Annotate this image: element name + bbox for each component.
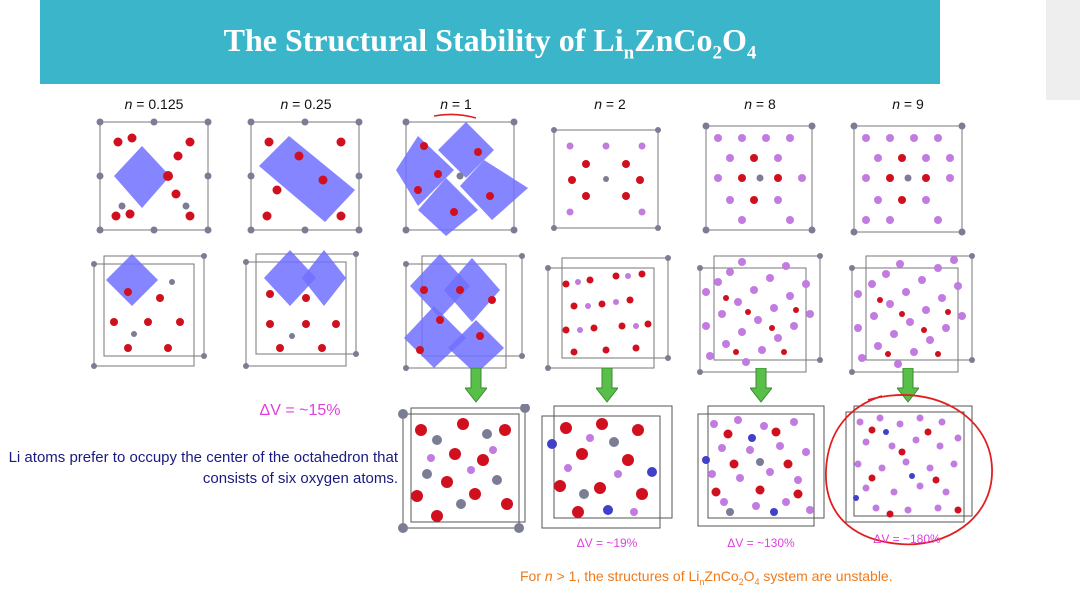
structure-n8-relaxed bbox=[697, 405, 825, 527]
arrow-n8 bbox=[750, 368, 772, 403]
structure-n1-side bbox=[403, 253, 525, 374]
delta-v-n9: ΔV = ~180% bbox=[873, 532, 941, 546]
slide-title: The Structural Stability of LinZnCo2O4 bbox=[223, 22, 757, 64]
delta-v-n2: ΔV = ~19% bbox=[576, 536, 638, 550]
arrow-n2 bbox=[596, 368, 618, 403]
structure-n8-top bbox=[702, 122, 816, 234]
structure-n9-top bbox=[850, 122, 966, 236]
structure-n9-relaxed bbox=[845, 405, 973, 523]
circle-annotation bbox=[825, 394, 993, 546]
delta-v-n8: ΔV = ~130% bbox=[727, 536, 795, 550]
structure-n025-top bbox=[247, 118, 363, 234]
structure-n0125-top bbox=[96, 118, 212, 234]
delta-v-n025: ΔV = ~15% bbox=[259, 402, 341, 419]
structure-n0125-side bbox=[91, 253, 207, 369]
structure-n2-side bbox=[545, 255, 671, 371]
label-n-2: n = 2 bbox=[594, 96, 626, 112]
label-n-0125: n = 0.125 bbox=[124, 96, 184, 112]
li-occupancy-note: Li atoms prefer to occupy the center of … bbox=[8, 449, 398, 487]
structure-n025-side bbox=[243, 250, 359, 369]
structure-n2-relaxed bbox=[541, 405, 673, 529]
underline-annotation bbox=[433, 113, 477, 119]
structure-n1-top bbox=[396, 118, 528, 236]
structure-n1-relaxed bbox=[398, 404, 530, 533]
arrow-n1 bbox=[465, 368, 487, 403]
label-n-8: n = 8 bbox=[744, 96, 776, 112]
label-n-1: n = 1 bbox=[440, 96, 472, 112]
label-n-9: n = 9 bbox=[892, 96, 924, 112]
structure-n2-top bbox=[551, 127, 661, 231]
structure-n9-side bbox=[849, 253, 975, 375]
title-bar: The Structural Stability of LinZnCo2O4 bbox=[40, 0, 940, 84]
structure-n8-side bbox=[697, 253, 823, 375]
side-panel bbox=[1046, 0, 1080, 100]
stability-footnote: For n > 1, the structures of LinZnCo2O4 … bbox=[520, 568, 893, 587]
label-n-025: n = 0.25 bbox=[280, 96, 332, 112]
